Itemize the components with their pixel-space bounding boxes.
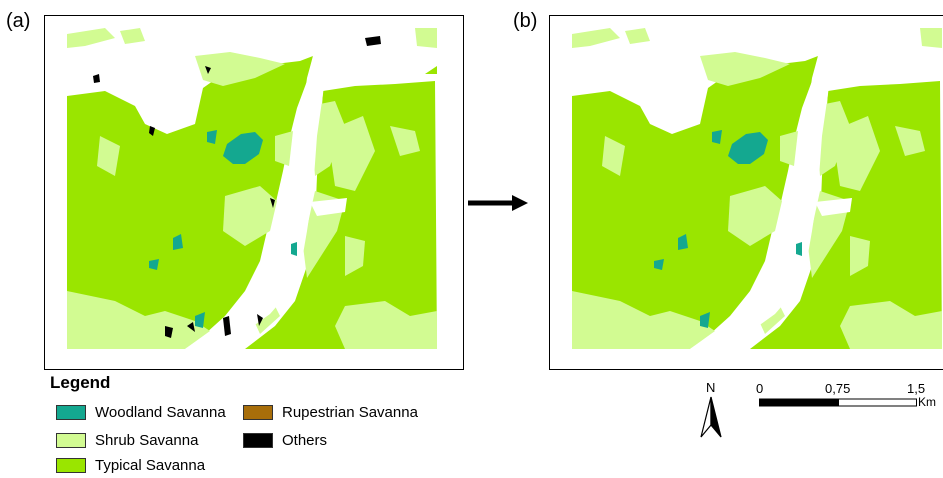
shrub-savanna-area (67, 28, 115, 48)
woodland-savanna-area (728, 132, 768, 164)
typical-savanna-area (425, 66, 437, 74)
shrub-savanna-area (895, 126, 925, 156)
map-b-canvas (550, 16, 943, 369)
typical-savanna-area (572, 56, 818, 349)
shrub-savanna-area (327, 116, 375, 191)
scale-tick-label-0: 0 (756, 381, 764, 396)
woodland-savanna-area (654, 259, 664, 270)
legend-item-woodland: Woodland Savanna (56, 404, 226, 421)
woodland-savanna-area (223, 132, 263, 164)
shrub-savanna-area (840, 301, 942, 349)
legend-swatch-rupestrian (243, 405, 273, 420)
map-panel-a (44, 15, 464, 370)
woodland-savanna-area (291, 242, 297, 256)
others-area (187, 322, 195, 332)
panel-a-label: (a) (6, 10, 31, 32)
shrub-savanna-area (920, 28, 942, 48)
river (310, 198, 347, 216)
woodland-savanna-area (712, 130, 722, 144)
shrub-savanna-area (602, 136, 625, 176)
shrub-savanna-area (728, 186, 782, 246)
shrub-savanna-area (67, 291, 210, 349)
transition-arrow-icon (468, 195, 528, 211)
shrub-savanna-area (345, 236, 365, 276)
woodland-savanna-area (678, 234, 688, 250)
woodland-savanna-area (796, 242, 802, 256)
others-area (205, 66, 211, 74)
river (185, 56, 327, 352)
map-panel-b (549, 15, 943, 370)
legend-item-shrub: Shrub Savanna (56, 432, 198, 449)
shrub-savanna-area (625, 28, 650, 44)
legend-label-others: Others (282, 432, 328, 449)
scale-tick-label-1: 0,75 (825, 381, 851, 396)
woodland-savanna-area (207, 130, 217, 144)
legend-label-woodland: Woodland Savanna (95, 404, 226, 421)
north-label: N (706, 380, 716, 395)
legend-item-rupestrian: Rupestrian Savanna (243, 404, 418, 421)
legend-label-rupestrian: Rupestrian Savanna (282, 404, 418, 421)
shrub-savanna-area (572, 291, 715, 349)
shrub-savanna-area (120, 28, 145, 44)
shrub-savanna-area (195, 52, 285, 86)
shrub-savanna-area (275, 131, 293, 166)
legend-swatch-typical (56, 458, 86, 473)
shrub-savanna-area (832, 116, 880, 191)
legend-label-shrub: Shrub Savanna (95, 432, 199, 449)
legend-title: Legend (50, 373, 111, 392)
others-area (149, 126, 155, 136)
others-area (93, 74, 100, 83)
shrub-savanna-area (97, 136, 120, 176)
shrub-savanna-area (390, 126, 420, 156)
others-area (257, 314, 263, 326)
map-a-canvas (45, 16, 463, 369)
legend-swatch-shrub (56, 433, 86, 448)
woodland-savanna-area (173, 234, 183, 250)
scale-unit: Km (918, 395, 936, 409)
map-b-layers (550, 16, 943, 369)
woodland-savanna-area (195, 312, 205, 328)
others-area (365, 36, 381, 46)
shrub-savanna-area (780, 131, 798, 166)
legend-label-typical: Typical Savanna (95, 457, 206, 474)
others-area (165, 326, 173, 338)
river (815, 198, 852, 216)
legend-swatch-woodland (56, 405, 86, 420)
others-area (223, 316, 231, 336)
woodland-savanna-area (149, 259, 159, 270)
woodland-savanna-area (700, 312, 710, 328)
shrub-savanna-area (572, 28, 620, 48)
legend-item-others: Others (243, 432, 327, 449)
map-a-layers (45, 16, 463, 369)
shrub-savanna-area (335, 301, 437, 349)
legend-swatch-others (243, 433, 273, 448)
north-arrow-icon (700, 396, 722, 438)
scale-bar (759, 398, 917, 407)
typical-savanna-area (67, 56, 313, 349)
legend-item-typical: Typical Savanna (56, 457, 205, 474)
river (690, 56, 832, 352)
shrub-savanna-area (700, 52, 790, 86)
shrub-savanna-area (223, 186, 277, 246)
shrub-savanna-area (415, 28, 437, 48)
scale-tick-label-2: 1,5 (907, 381, 926, 396)
others-area (270, 198, 275, 208)
panel-b-label: (b) (513, 10, 538, 32)
shrub-savanna-area (850, 236, 870, 276)
